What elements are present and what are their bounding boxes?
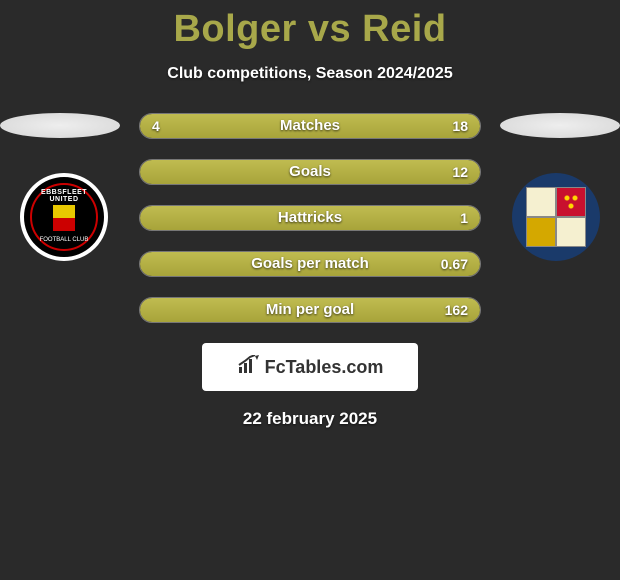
player-photo-left xyxy=(0,113,120,138)
page-title: Bolger vs Reid xyxy=(0,8,620,51)
stat-label: Goals xyxy=(140,160,480,184)
stat-row: Min per goal 162 xyxy=(139,297,481,323)
stat-label: Matches xyxy=(140,114,480,138)
stat-right-value: 12 xyxy=(452,160,468,184)
stat-label: Hattricks xyxy=(140,206,480,230)
club-crest-right xyxy=(512,173,600,261)
stat-right-value: 1 xyxy=(460,206,468,230)
stat-right-value: 162 xyxy=(445,298,468,322)
club-crest-left: EBBSFLEET UNITED FOOTBALL CLUB xyxy=(20,173,108,261)
subtitle: Club competitions, Season 2024/2025 xyxy=(0,65,620,83)
stat-label: Min per goal xyxy=(140,298,480,322)
stat-row: Hattricks 1 xyxy=(139,205,481,231)
stat-right-value: 18 xyxy=(452,114,468,138)
comparison-panel: EBBSFLEET UNITED FOOTBALL CLUB 4 Matches… xyxy=(0,113,620,429)
brand-box: FcTables.com xyxy=(202,343,418,391)
stat-row: 4 Matches 18 xyxy=(139,113,481,139)
chart-icon xyxy=(237,355,261,380)
stat-row: Goals per match 0.67 xyxy=(139,251,481,277)
stat-row: Goals 12 xyxy=(139,159,481,185)
date-text: 22 february 2025 xyxy=(0,409,620,429)
stat-right-value: 0.67 xyxy=(441,252,468,276)
brand-text: FcTables.com xyxy=(265,357,384,378)
header: Bolger vs Reid Club competitions, Season… xyxy=(0,0,620,83)
stat-label: Goals per match xyxy=(140,252,480,276)
stat-bars: 4 Matches 18 Goals 12 Hattricks 1 Goals … xyxy=(139,113,481,323)
player-photo-right xyxy=(500,113,620,138)
